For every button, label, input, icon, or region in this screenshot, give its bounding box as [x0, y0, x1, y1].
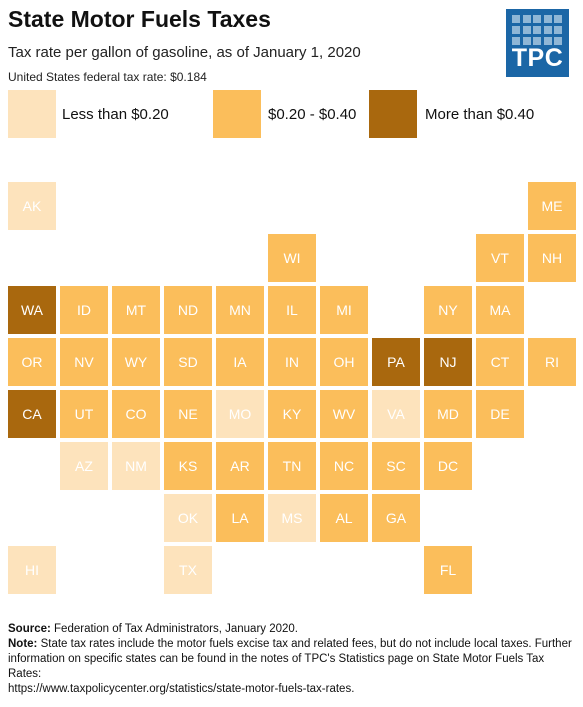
state-tile-ar: AR: [216, 442, 264, 490]
state-tile-vt: VT: [476, 234, 524, 282]
state-tile-mi: MI: [320, 286, 368, 334]
state-tile-ut: UT: [60, 390, 108, 438]
source-text: Federation of Tax Administrators, Januar…: [50, 623, 298, 635]
state-tile-pa: PA: [372, 338, 420, 386]
page-subtitle: Tax rate per gallon of gasoline, as of J…: [8, 44, 361, 61]
source-url[interactable]: https://www.taxpolicycenter.org/statisti…: [8, 683, 355, 695]
state-tile-ma: MA: [476, 286, 524, 334]
state-tile-ak: AK: [8, 182, 56, 230]
state-tile-nd: ND: [164, 286, 212, 334]
note-label: Note:: [8, 638, 38, 650]
state-tile-la: LA: [216, 494, 264, 542]
state-tile-ne: NE: [164, 390, 212, 438]
state-tile-nc: NC: [320, 442, 368, 490]
legend-swatch-low: [8, 90, 56, 138]
state-tile-wi: WI: [268, 234, 316, 282]
state-tile-co: CO: [112, 390, 160, 438]
state-tile-ks: KS: [164, 442, 212, 490]
state-tile-or: OR: [8, 338, 56, 386]
state-tile-ct: CT: [476, 338, 524, 386]
page-title: State Motor Fuels Taxes: [8, 6, 271, 32]
state-tile-sc: SC: [372, 442, 420, 490]
state-tile-nv: NV: [60, 338, 108, 386]
state-tile-me: ME: [528, 182, 576, 230]
legend-label-mid: $0.20 - $0.40: [268, 106, 357, 123]
note-line: Note: State tax rates include the motor …: [8, 637, 578, 682]
state-tile-hi: HI: [8, 546, 56, 594]
state-tile-mt: MT: [112, 286, 160, 334]
tpc-logo: TPC: [506, 9, 569, 77]
state-tile-ms: MS: [268, 494, 316, 542]
legend-swatch-mid: [213, 90, 261, 138]
federal-tax-rate: United States federal tax rate: $0.184: [8, 70, 207, 84]
legend-swatch-high: [369, 90, 417, 138]
state-tile-ky: KY: [268, 390, 316, 438]
note-text: State tax rates include the motor fuels …: [8, 638, 572, 680]
state-tile-wv: WV: [320, 390, 368, 438]
source-label: Source:: [8, 623, 51, 635]
state-tile-ny: NY: [424, 286, 472, 334]
state-tile-ok: OK: [164, 494, 212, 542]
state-tile-ia: IA: [216, 338, 264, 386]
state-tile-al: AL: [320, 494, 368, 542]
source-line: Source: Federation of Tax Administrators…: [8, 622, 578, 637]
state-tile-fl: FL: [424, 546, 472, 594]
state-tile-oh: OH: [320, 338, 368, 386]
state-tile-nj: NJ: [424, 338, 472, 386]
logo-text: TPC: [511, 44, 564, 72]
state-tile-md: MD: [424, 390, 472, 438]
state-tile-va: VA: [372, 390, 420, 438]
state-tile-in: IN: [268, 338, 316, 386]
legend-label-high: More than $0.40: [425, 106, 535, 123]
legend-label-low: Less than $0.20: [62, 106, 169, 123]
state-tile-nm: NM: [112, 442, 160, 490]
state-tile-ca: CA: [8, 390, 56, 438]
logo-grid-icon: [512, 15, 563, 45]
state-tile-ri: RI: [528, 338, 576, 386]
state-tile-wa: WA: [8, 286, 56, 334]
state-tile-il: IL: [268, 286, 316, 334]
state-tile-id: ID: [60, 286, 108, 334]
state-tile-mn: MN: [216, 286, 264, 334]
state-tile-mo: MO: [216, 390, 264, 438]
state-tile-de: DE: [476, 390, 524, 438]
state-tile-tn: TN: [268, 442, 316, 490]
state-tile-dc: DC: [424, 442, 472, 490]
state-tile-wy: WY: [112, 338, 160, 386]
footer: Source: Federation of Tax Administrators…: [8, 622, 578, 697]
state-tile-sd: SD: [164, 338, 212, 386]
state-tile-ga: GA: [372, 494, 420, 542]
state-tile-tx: TX: [164, 546, 212, 594]
state-tile-az: AZ: [60, 442, 108, 490]
state-tile-nh: NH: [528, 234, 576, 282]
